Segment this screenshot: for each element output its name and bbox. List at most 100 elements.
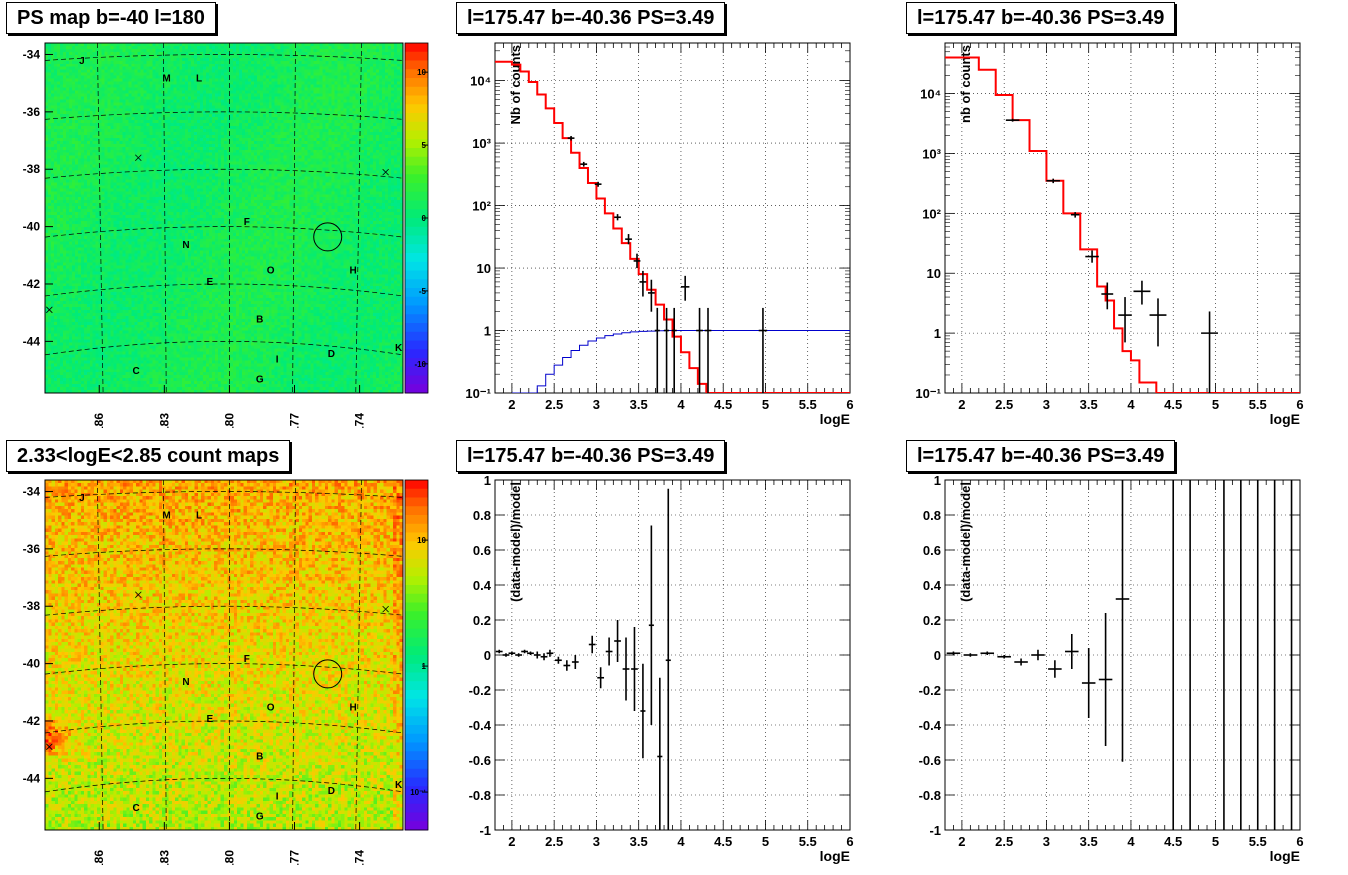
colorbar-segment [405,288,428,298]
colorbar-tick-label: 1 [422,662,427,671]
map-lat-tick-label: -38 [23,599,41,613]
colorbar-segment [405,113,428,123]
map-bottom-title: 2.33<logE<2.85 count maps [6,440,291,472]
x-tick-label: 3 [593,834,600,849]
y-tick-label: -0.8 [919,788,941,803]
map-lon-tick-label: 174 [353,413,367,428]
residual-right-title: l=175.47 b=-40.36 PS=3.49 [906,440,1176,472]
map-source-label: J [79,493,85,504]
x-tick-label: 6 [846,397,853,412]
map-lat-tick-label: -44 [23,334,41,348]
colorbar-segment [405,305,428,315]
x-tick-label: 4.5 [714,397,732,412]
colorbar-segment [405,725,428,735]
plot-data-layer [945,56,1300,393]
colorbar-segment [405,690,428,700]
colorbar-segment [405,698,428,708]
colorbar-segment [405,497,428,507]
colorbar-segment [405,349,428,359]
y-tick-label: -0.2 [919,683,941,698]
y-tick-label: -0.6 [469,753,491,768]
colorbar-segment [405,620,428,630]
colorbar-segment [405,751,428,761]
x-tick-label: 6 [846,834,853,849]
y-tick-label: 0 [934,648,941,663]
model-histogram [495,60,850,393]
x-tick-label: 6 [1296,397,1303,412]
x-tick-label: 4 [1127,834,1135,849]
x-tick-label: 3.5 [1080,397,1098,412]
map-lon-tick-label: 177 [288,413,302,428]
colorbar-segment [405,323,428,333]
colorbar-segment [405,742,428,752]
y-tick-label: 0.6 [923,543,941,558]
colorbar-segment [405,777,428,787]
x-axis-label: logE [1270,848,1300,864]
map-longitude-line [292,42,296,394]
plot-data-layer [946,480,1293,830]
y-tick-label: 10⁴ [470,74,491,89]
y-tick-label: -1 [929,823,941,838]
y-tick-label: 0.6 [473,543,491,558]
x-tick-label: 5 [762,397,769,412]
x-tick-label: 5 [1212,834,1219,849]
colorbar-segment [405,366,428,376]
colorbar-segment [405,541,428,551]
colorbar-segment [405,358,428,368]
x-tick-label: 2 [508,834,515,849]
colorbar-segment [405,200,428,210]
colorbar-segment [405,279,428,289]
y-tick-label: 10 [477,261,491,276]
y-tick-label: 10 [927,266,941,281]
x-axis-label: logE [820,411,850,427]
map-latitude-line [44,778,404,793]
colorbar-segment [405,550,428,560]
colorbar-segment [405,174,428,184]
map-source-label: E [207,277,214,288]
map-lat-tick-label: -36 [23,542,41,556]
map-heatmap-image [45,43,403,393]
map-source-label: H [349,703,356,714]
x-tick-label: 4 [677,397,685,412]
x-tick-label: 5.5 [799,834,817,849]
x-tick-label: 4 [677,834,685,849]
residual-left-title: l=175.47 b=-40.36 PS=3.49 [456,440,726,472]
x-tick-label: 2.5 [545,834,563,849]
colorbar-segment [405,593,428,603]
y-tick-label: 0.4 [473,578,492,593]
map-lon-tick-label: 183 [157,413,171,428]
y-tick-label: 10³ [922,146,941,161]
colorbar-segment [405,585,428,595]
colorbar-segment [405,209,428,219]
colorbar-segment [405,532,428,542]
map-source-label: D [328,349,335,360]
map-source-label: E [207,714,214,725]
colorbar-segment [405,86,428,96]
map-source-label: D [328,786,335,797]
colorbar-segment [405,567,428,577]
y-tick-label: 10³ [472,136,491,151]
colorbar-segment [405,576,428,586]
colorbar-segment [405,681,428,691]
y-axis-label: nb of counts [958,45,973,123]
y-tick-label: 1 [484,475,491,488]
colorbar-segment [405,78,428,88]
y-tick-label: 1 [934,326,941,341]
map-lon-tick-label: 180 [222,413,236,428]
colorbar-segment [405,795,428,805]
map-source-label: N [182,240,189,251]
y-tick-label: 1 [484,324,491,339]
colorbar-tick-label: 5 [422,141,427,150]
x-tick-label: 3.5 [630,397,648,412]
spectrum-left-title: l=175.47 b=-40.36 PS=3.49 [456,2,726,34]
map-source-label: G [256,812,264,823]
colorbar-segment [405,515,428,525]
map-source-label: O [267,266,275,277]
map-lon-tick-label: 183 [157,850,171,865]
colorbar-segment [405,760,428,770]
map-lon-tick-label: 180 [222,850,236,865]
map-source-label: J [79,56,85,67]
map-coordinate-grid [44,42,404,394]
